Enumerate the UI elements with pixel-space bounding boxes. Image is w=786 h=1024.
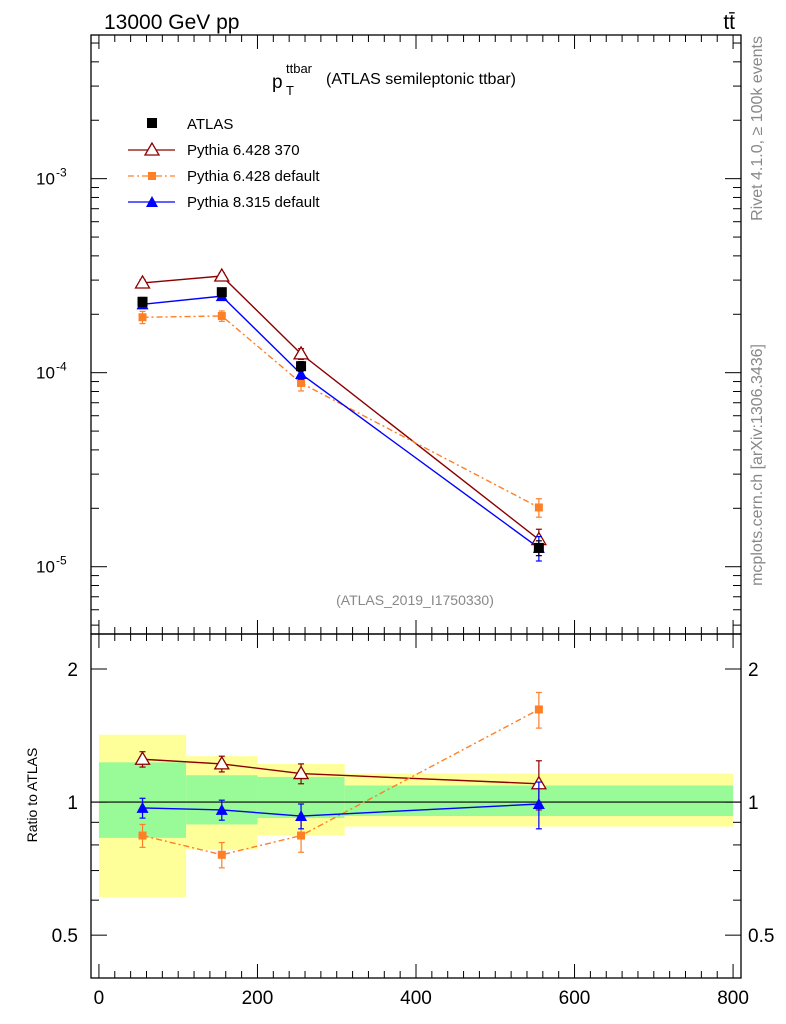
series-line [142,295,540,549]
data-point [292,765,310,780]
legend-entry-atlas: ATLAS [147,116,233,133]
data-point [215,803,228,815]
data-point [217,850,226,859]
data-point [296,361,307,372]
x-ticks [98,35,734,978]
legend-entry-pythia8-default: Pythia 8.315 default [128,194,320,211]
ratio-tick-label-right: 2 [748,660,759,681]
data-point [295,810,308,822]
legend-marker-pythia8-default [146,196,158,207]
rivet-label: Rivet 4.1.0, ≥ 100k events [749,36,766,221]
data-point [134,274,151,289]
main-y-ticks [91,42,741,626]
data-point [216,287,227,298]
series-line [142,315,540,509]
ratio-tick-label-right: 1 [748,793,759,814]
analysis-label: (ATLAS_2019_I1750330) [336,592,494,608]
data-point [297,378,306,387]
data-point [295,367,308,379]
ratio-line [142,758,539,785]
legend-marker-atlas [147,118,157,128]
data-point [213,755,230,770]
ratio-series-pythia-8-315-default [136,781,545,830]
data-point [292,345,310,360]
series-pythia-6-428-370 [134,267,547,552]
plot-layer: 10 -310 -410 -52 21 10.5 0.50 200 400 600 800 [36,34,774,1009]
title-superscript: ttbar [286,61,313,76]
title-rest: (ATLAS semileptonic ttbar) [326,71,516,88]
series-line [142,275,540,541]
y-tick-label-exponent: -4 [56,360,67,374]
x-tick-label: 800 [717,988,749,1009]
ratio-ylabel: Ratio to ATLAS [24,748,40,843]
data-point [534,503,543,512]
data-point [136,801,149,813]
ratio-tick-label-left: 0.5 [52,926,78,947]
process-label: tt̄ [723,11,735,34]
title-subscript: T [286,83,294,98]
x-tick-label: 400 [400,988,432,1009]
legend-entry-pythia6-default: Pythia 6.428 default [128,168,320,185]
plot-title: p ttbar T (ATLAS semileptonic ttbar) [272,61,516,98]
data-point [217,311,226,320]
y-tick-label-exponent: -3 [56,166,67,180]
x-tick-label: 600 [559,988,591,1009]
series-pythia-6-428-default [138,310,543,518]
y-tick-label-exponent: -5 [56,554,67,568]
legend-marker-pythia6-default [148,172,156,180]
legend-label-atlas: ATLAS [187,116,233,133]
data-point [532,798,545,810]
x-tick-label: 200 [242,988,274,1009]
data-point [137,296,148,307]
ratio-series-pythia-6-428-370 [134,750,547,811]
y-tick-label-main: 10 [36,558,55,577]
y-tick-label-main: 10 [36,364,55,383]
data-point [534,705,543,714]
data-point [134,750,151,765]
legend-marker-pythia6-370 [143,141,161,156]
ratio-tick-label-right: 0.5 [748,926,774,947]
data-point [533,542,544,553]
series-atlas [137,287,544,557]
source-label: mcplots.cern.ch [arXiv:1306.3436] [749,344,766,586]
legend-entry-pythia6-370: Pythia 6.428 370 [128,141,300,159]
legend: ATLAS Pythia 6.428 370 Pythia 6.428 defa… [128,116,320,211]
ratio-line [142,708,540,856]
x-tick-label: 0 [94,988,105,1009]
data-point [297,831,306,840]
data-point [138,831,147,840]
ratio-y-ticks [91,668,741,936]
series-pythia-8-315-default [136,290,545,562]
ratio-tick-label-left: 2 [67,660,78,681]
legend-label-pythia6-default: Pythia 6.428 default [187,168,320,185]
data-point [138,313,147,322]
energy-label: 13000 GeV pp [104,11,239,34]
ratio-tick-label-left: 1 [67,793,78,814]
y-tick-label-main: 10 [36,170,55,189]
legend-label-pythia8-default: Pythia 8.315 default [187,194,320,211]
ratio-line [142,803,539,817]
data-point [213,267,230,282]
legend-label-pythia6-370: Pythia 6.428 370 [187,142,300,159]
title-main: p [272,72,283,93]
uncertainty-bands [98,734,734,897]
